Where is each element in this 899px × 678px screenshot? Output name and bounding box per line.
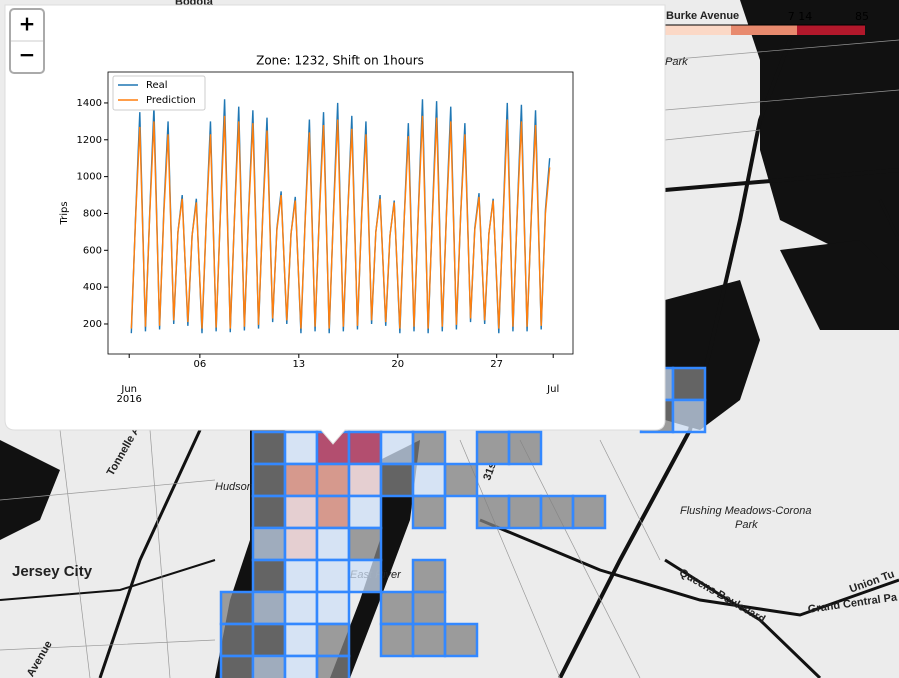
zone-cell [283, 430, 319, 466]
zone-cell [315, 526, 351, 562]
zone-cell [283, 462, 319, 498]
zone-cell [507, 494, 543, 530]
zone-cell [315, 462, 351, 498]
zone-cell [347, 462, 383, 498]
legend-label: Real [146, 80, 168, 91]
x-tick-label: 20 [391, 359, 404, 370]
legend-tick: 7 14 [788, 10, 813, 23]
zone-cell [347, 558, 383, 594]
chart-title: Zone: 1232, Shift on 1hours [256, 54, 424, 68]
zone-cell [411, 622, 447, 658]
zone-grid [219, 366, 707, 678]
zone-cell [251, 590, 287, 626]
zone-cell [283, 558, 319, 594]
zone-cell [315, 654, 351, 678]
zone-cell [443, 622, 479, 658]
x-tick-label: Jun [120, 384, 137, 395]
zone-cell [411, 558, 447, 594]
zone-cell [475, 430, 511, 466]
legend-label: Prediction [146, 95, 196, 106]
x-tick-label: Jul [546, 384, 559, 395]
zone-cell [539, 494, 575, 530]
zone-cell [379, 430, 415, 466]
zone-cell [219, 622, 255, 658]
zone-cell [283, 622, 319, 658]
y-tick-label: 400 [83, 282, 102, 293]
x-tick-label: 06 [194, 359, 207, 370]
y-axis-label: Trips [59, 201, 70, 225]
y-tick-label: 200 [83, 319, 102, 330]
zone-cell [507, 430, 543, 466]
zone-cell [443, 462, 479, 498]
zone-cell [251, 462, 287, 498]
y-tick-label: 800 [83, 208, 102, 219]
x-tick-label: 13 [292, 359, 305, 370]
zoom-out[interactable]: − [19, 43, 36, 67]
zone-cell [671, 366, 707, 402]
zone-cell [251, 654, 287, 678]
zone-cell [315, 622, 351, 658]
zone-cell [571, 494, 607, 530]
zone-cell [219, 590, 255, 626]
map-label: Jersey City [12, 563, 93, 580]
series-line [130, 115, 551, 329]
zone-cell [671, 398, 707, 434]
map-label: Burke Avenue [666, 10, 739, 22]
zone-cell [411, 494, 447, 530]
zone-cell [251, 526, 287, 562]
zone-cell [315, 558, 351, 594]
water [780, 240, 899, 330]
zone-cell [219, 654, 255, 678]
map-label: Flushing Meadows-Corona [680, 505, 811, 517]
zone-cell [379, 622, 415, 658]
legend-swatch [731, 25, 797, 35]
zone-cell [283, 590, 319, 626]
zone-cell [411, 462, 447, 498]
map-label: Park [735, 519, 758, 531]
y-tick-label: 1000 [77, 172, 102, 183]
legend-tick: 85 [855, 10, 869, 23]
zone-cell [251, 430, 287, 466]
legend-swatch [797, 25, 865, 35]
y-tick-label: 1200 [77, 135, 102, 146]
legend-swatch [665, 25, 731, 35]
map-label: Park [665, 56, 688, 68]
x-tick-year: 2016 [116, 394, 141, 405]
zone-cell [379, 590, 415, 626]
zone-cell [283, 494, 319, 530]
zone-cell [379, 462, 415, 498]
zoom-in[interactable]: + [19, 12, 36, 36]
map-label: Bogota [175, 0, 214, 8]
y-tick-label: 600 [83, 245, 102, 256]
zone-cell [411, 430, 447, 466]
zone-cell [283, 654, 319, 678]
zone-cell [315, 590, 351, 626]
zone-cell [347, 526, 383, 562]
zone-cell [283, 526, 319, 562]
popup-box [4, 4, 666, 445]
zone-cell [251, 494, 287, 530]
zone-cell [315, 494, 351, 530]
zone-cell [251, 622, 287, 658]
map-label: 31s [481, 461, 499, 482]
zone-cell [251, 558, 287, 594]
x-tick-label: 27 [490, 359, 503, 370]
popup: Zone: 1232, Shift on 1hours Trips 200 400… [4, 4, 666, 445]
zone-cell [347, 430, 383, 466]
zone-cell [347, 494, 383, 530]
zoom-control: + − [9, 8, 45, 74]
zone-cell [411, 590, 447, 626]
map-label: Hudson [215, 481, 253, 493]
zone-cell [475, 494, 511, 530]
y-tick-label: 1400 [77, 98, 102, 109]
water [0, 440, 60, 540]
